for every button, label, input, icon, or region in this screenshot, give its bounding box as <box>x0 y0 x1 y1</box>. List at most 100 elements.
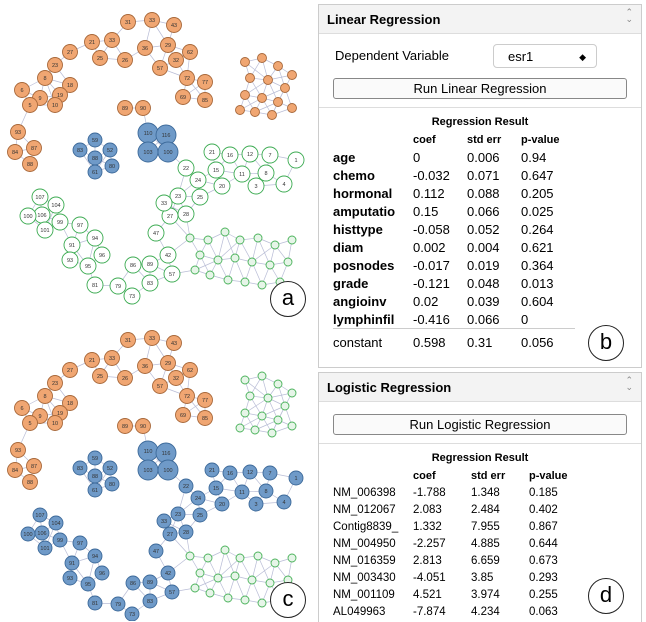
node <box>156 513 172 529</box>
node-label: 84 <box>12 468 18 474</box>
dependent-select[interactable]: esr1 ◆ <box>493 44 597 68</box>
node-label: 23 <box>52 63 58 69</box>
node <box>64 555 80 571</box>
node <box>62 395 78 411</box>
node <box>189 171 207 189</box>
node-label: 107 <box>35 513 44 519</box>
collapse-icon[interactable]: ⌃ ⌄ <box>625 375 633 392</box>
node <box>7 144 23 160</box>
node-label: 101 <box>40 228 49 234</box>
node <box>124 256 142 274</box>
node <box>61 251 79 269</box>
edge <box>217 231 226 261</box>
node <box>52 532 68 548</box>
value-cell: -0.032 <box>413 167 450 183</box>
column-header: coef <box>413 470 436 482</box>
node-label: 80 <box>109 164 115 170</box>
run-button[interactable]: Run Linear Regression <box>333 78 627 99</box>
value-cell: 1.332 <box>413 520 442 533</box>
node-label: 89 <box>147 262 153 268</box>
node-label: 83 <box>147 281 153 287</box>
value-cell: -2.257 <box>413 537 446 550</box>
node <box>47 415 63 431</box>
node-label: 10 <box>52 421 58 427</box>
node-label: 23 <box>52 381 58 387</box>
node <box>141 255 159 273</box>
node <box>72 460 88 476</box>
value-cell: 0.644 <box>529 537 558 550</box>
node-label: 25 <box>97 56 103 62</box>
name-cell: NM_012067 <box>333 503 396 516</box>
node <box>257 371 267 381</box>
name-cell: amputatio <box>333 203 396 219</box>
node-label: 8 <box>264 171 267 177</box>
value-cell: -0.017 <box>413 257 450 273</box>
node-label: 99 <box>57 220 63 226</box>
value-cell: -1.788 <box>413 486 446 499</box>
node <box>205 270 215 280</box>
collapse-icon[interactable]: ⌃ ⌄ <box>625 7 633 24</box>
value-cell: -4.051 <box>413 571 446 584</box>
result-row: lymphinfil -0.416 0.066 0 <box>333 310 575 329</box>
node-label: 18 <box>67 83 73 89</box>
node <box>213 177 231 195</box>
node-label: 36 <box>142 364 148 370</box>
run-button[interactable]: Run Logistic Regression <box>333 414 627 435</box>
node <box>248 496 264 512</box>
node <box>22 474 38 490</box>
node <box>10 442 26 458</box>
value-cell: 0.025 <box>521 203 554 219</box>
node-label: 19 <box>57 93 63 99</box>
node-label: 97 <box>77 541 83 547</box>
node <box>160 37 176 53</box>
node <box>47 375 63 391</box>
node <box>185 233 195 243</box>
node <box>207 161 225 179</box>
node <box>10 124 26 140</box>
node-label: 25 <box>197 513 203 519</box>
node-label: 81 <box>92 601 98 607</box>
result-row: constant 0.598 0.31 0.056 <box>333 328 575 355</box>
node <box>32 507 48 523</box>
node-label: 57 <box>169 272 175 278</box>
node-label: 32 <box>173 58 179 64</box>
result-row: hormonal 0.112 0.088 0.205 <box>333 184 575 202</box>
node-label: 116 <box>162 451 171 457</box>
value-cell: -7.874 <box>413 605 446 618</box>
value-cell: 0.004 <box>467 239 500 255</box>
value-cell: 6.659 <box>471 554 500 567</box>
node-label: 20 <box>219 184 225 190</box>
node <box>62 570 78 586</box>
node-label: 24 <box>195 178 201 184</box>
result-title: Regression Result <box>319 443 641 464</box>
node <box>135 100 151 116</box>
node <box>31 188 49 206</box>
node-label: 29 <box>165 361 171 367</box>
node <box>22 97 38 113</box>
node-label: 103 <box>143 468 152 474</box>
node <box>71 216 89 234</box>
node <box>230 253 240 263</box>
node <box>235 235 245 245</box>
value-cell: 0.02 <box>413 293 439 309</box>
result-row: grade -0.121 0.048 0.013 <box>333 274 575 292</box>
node <box>197 392 213 408</box>
node <box>79 257 97 275</box>
edge <box>217 239 241 261</box>
value-cell: 0.002 <box>413 239 446 255</box>
node <box>51 213 69 231</box>
result-row: NM_012067 2.083 2.484 0.402 <box>333 501 587 518</box>
node <box>168 52 184 68</box>
node <box>19 207 37 225</box>
node-label: 95 <box>85 264 91 270</box>
node-label: 62 <box>187 50 193 56</box>
node <box>197 74 213 90</box>
panel-header: Logistic Regression ⌃ ⌄ <box>319 373 641 402</box>
column-header: std err <box>471 470 506 482</box>
node <box>273 415 283 425</box>
name-cell: posnodes <box>333 257 395 273</box>
node <box>257 598 267 608</box>
node-label: 110 <box>144 131 153 137</box>
node <box>257 280 267 290</box>
node <box>22 415 38 431</box>
